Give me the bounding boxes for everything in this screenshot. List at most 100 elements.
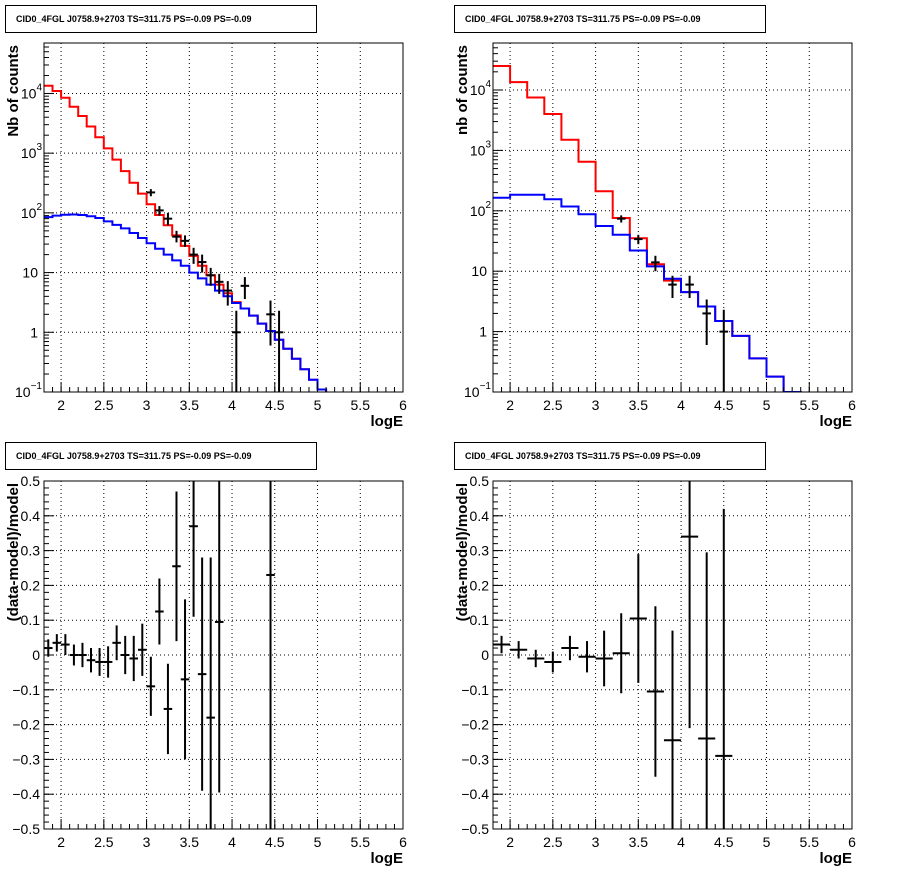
y-tick-label: 0.1 xyxy=(21,612,41,628)
y-tick-label: 0.4 xyxy=(470,508,490,524)
data-point xyxy=(493,635,511,654)
data-point xyxy=(78,642,87,668)
y-tick-label: −0.3 xyxy=(12,751,40,767)
data-point xyxy=(527,649,545,668)
data-point xyxy=(189,481,198,617)
x-tick-label: 2 xyxy=(506,397,514,413)
y-tick-label: 0.2 xyxy=(21,577,41,593)
data-point xyxy=(206,557,215,829)
data-point xyxy=(189,247,198,264)
y-axis-title: nb of counts xyxy=(454,45,471,135)
x-tick-label: 2.5 xyxy=(94,397,114,413)
y-tick-label: 1 xyxy=(30,324,38,340)
chart-title: CID0_4FGL J0758.9+2703 TS=311.75 PS=-0.0… xyxy=(454,442,766,470)
data-point xyxy=(595,630,613,687)
y-axis-title: Nb of counts xyxy=(5,45,22,137)
x-tick-label: 3 xyxy=(143,397,151,413)
x-tick-label: 4 xyxy=(228,397,236,413)
data-point xyxy=(646,606,664,777)
data-point xyxy=(155,578,164,645)
data-point xyxy=(95,648,104,676)
x-tick-label: 4.5 xyxy=(265,397,285,413)
panel-residuals-left: 2 2.5 3 3.5 4 4.5 5 5.5 6 −0.5 −0.4 −0.3 −0.2 −0.1 0 0.… xyxy=(5,473,407,867)
y-tick-label: 0.2 xyxy=(470,577,490,593)
data-point xyxy=(719,309,729,392)
x-tick-label: 3 xyxy=(143,834,151,850)
x-tick-label: 5.5 xyxy=(800,834,820,850)
y-tick-label: 0.5 xyxy=(21,473,41,489)
data-point xyxy=(197,254,207,273)
data-point xyxy=(206,267,215,286)
data-point xyxy=(155,206,164,216)
y-tick-label: 0.1 xyxy=(470,612,490,628)
x-tick-label: 5.5 xyxy=(800,397,820,413)
y-tick-label: 0.3 xyxy=(21,543,41,559)
y-tick-label: −0.4 xyxy=(461,786,489,802)
data-point xyxy=(702,299,711,345)
data-point xyxy=(103,646,113,678)
histogram-series xyxy=(493,193,802,392)
y-tick-label: 0.3 xyxy=(470,543,490,559)
data-point xyxy=(616,215,626,223)
data-point xyxy=(163,212,173,226)
data-point xyxy=(629,554,647,683)
data-point xyxy=(232,310,241,392)
y-tick-label: 0.5 xyxy=(470,473,490,489)
x-tick-label: 3.5 xyxy=(629,834,649,850)
data-point xyxy=(685,275,694,298)
x-tick-label: 6 xyxy=(848,397,856,413)
x-tick-label: 3 xyxy=(592,834,600,850)
data-point xyxy=(681,481,699,729)
x-tick-label: 2.5 xyxy=(94,834,114,850)
y-tick-label: −0.2 xyxy=(12,717,40,733)
x-tick-label: 4.5 xyxy=(265,834,285,850)
x-axis-title: logE xyxy=(820,413,853,430)
data-point xyxy=(214,481,224,793)
data-point xyxy=(180,235,190,247)
panel-residuals-right: 2 2.5 3 3.5 4 4.5 5 5.5 6 −0.5 −0.4 −0.3 −0.2 −0.1 0 0.… xyxy=(454,473,856,867)
y-tick-label: −0.2 xyxy=(461,717,489,733)
x-tick-label: 4 xyxy=(677,834,685,850)
x-tick-label: 2.5 xyxy=(543,397,563,413)
data-point xyxy=(146,189,156,197)
y-tick-label: −0.3 xyxy=(461,751,489,767)
data-point xyxy=(146,656,156,716)
data-point xyxy=(138,623,147,676)
data-point xyxy=(266,300,275,346)
x-tick-label: 4 xyxy=(228,834,236,850)
x-tick-label: 5 xyxy=(314,834,322,850)
x-tick-label: 2 xyxy=(57,834,65,850)
x-tick-label: 5 xyxy=(763,834,771,850)
y-tick-label: −0.1 xyxy=(461,682,489,698)
data-point xyxy=(129,635,139,682)
x-axis-title: logE xyxy=(371,413,404,430)
y-tick-label: 0 xyxy=(481,647,489,663)
data-point xyxy=(698,552,716,829)
x-tick-label: 3 xyxy=(592,397,600,413)
data-point xyxy=(52,634,62,652)
x-tick-label: 4 xyxy=(677,397,685,413)
x-tick-label: 5.5 xyxy=(351,834,371,850)
chart-title: CID0_4FGL J0758.9+2703 TS=311.75 PS=-0.0… xyxy=(454,5,766,33)
x-tick-label: 5.5 xyxy=(351,397,371,413)
y-tick-label: −0.1 xyxy=(12,682,40,698)
x-tick-label: 3.5 xyxy=(180,834,200,850)
x-tick-label: 3.5 xyxy=(629,397,649,413)
data-point xyxy=(634,234,643,245)
data-point xyxy=(544,651,562,673)
data-point xyxy=(240,277,250,300)
x-axis-title: logE xyxy=(371,850,404,867)
data-point xyxy=(120,635,130,675)
x-tick-label: 2.5 xyxy=(543,834,563,850)
y-tick-label: 10 xyxy=(22,265,38,281)
y-tick-label: 0.4 xyxy=(21,508,41,524)
chart-title: CID0_4FGL J0758.9+2703 TS=311.75 PS=-0.0… xyxy=(5,442,317,470)
x-tick-label: 5 xyxy=(763,397,771,413)
data-point xyxy=(61,634,70,655)
x-tick-label: 2 xyxy=(57,397,65,413)
data-point xyxy=(715,508,733,829)
data-point xyxy=(578,641,596,673)
y-tick-label: −0.4 xyxy=(12,786,40,802)
